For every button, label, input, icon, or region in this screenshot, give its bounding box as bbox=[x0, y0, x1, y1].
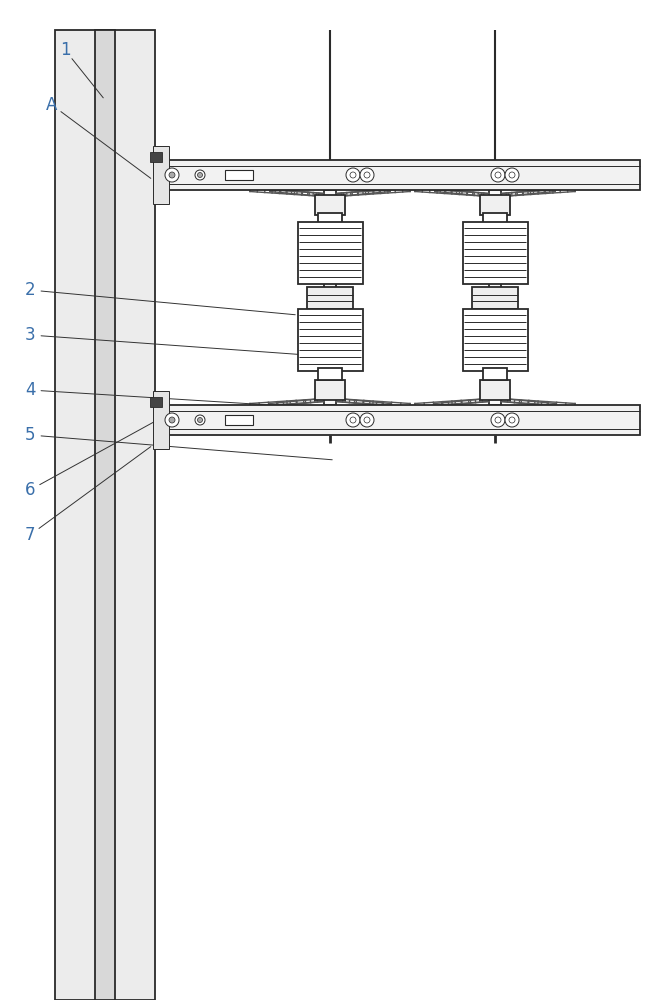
Circle shape bbox=[198, 418, 202, 422]
Bar bbox=[55, 30, 155, 1000]
Bar bbox=[324, 190, 336, 405]
Circle shape bbox=[346, 413, 360, 427]
Bar bbox=[480, 195, 510, 215]
Circle shape bbox=[198, 172, 202, 178]
Circle shape bbox=[165, 413, 179, 427]
Text: 2: 2 bbox=[25, 281, 35, 299]
Bar bbox=[463, 222, 528, 284]
Circle shape bbox=[495, 417, 501, 423]
Circle shape bbox=[505, 168, 519, 182]
Bar bbox=[472, 286, 518, 308]
Bar bbox=[95, 30, 115, 1000]
Circle shape bbox=[346, 168, 360, 182]
Text: 7: 7 bbox=[25, 526, 35, 544]
Bar bbox=[150, 397, 162, 407]
Text: 4: 4 bbox=[25, 381, 35, 399]
Circle shape bbox=[195, 415, 205, 425]
Circle shape bbox=[491, 168, 505, 182]
Bar bbox=[489, 190, 501, 405]
Bar bbox=[153, 146, 169, 204]
Bar bbox=[318, 368, 342, 380]
Bar bbox=[225, 170, 253, 180]
Text: 1: 1 bbox=[60, 41, 70, 59]
Circle shape bbox=[169, 417, 175, 423]
Circle shape bbox=[165, 168, 179, 182]
Bar bbox=[307, 286, 353, 308]
Text: 3: 3 bbox=[25, 326, 35, 344]
Bar bbox=[483, 213, 507, 225]
Bar bbox=[298, 308, 363, 370]
Bar bbox=[315, 195, 345, 215]
Bar bbox=[298, 222, 363, 284]
Bar bbox=[315, 380, 345, 400]
Circle shape bbox=[505, 413, 519, 427]
Circle shape bbox=[350, 172, 356, 178]
Bar bbox=[150, 152, 162, 162]
Bar bbox=[463, 308, 528, 370]
Bar bbox=[153, 391, 169, 449]
Text: 6: 6 bbox=[25, 481, 35, 499]
Circle shape bbox=[360, 168, 374, 182]
Bar bbox=[483, 368, 507, 380]
Circle shape bbox=[495, 172, 501, 178]
Circle shape bbox=[364, 172, 370, 178]
Bar bbox=[225, 415, 253, 425]
Bar bbox=[318, 213, 342, 225]
Circle shape bbox=[195, 170, 205, 180]
Circle shape bbox=[491, 413, 505, 427]
Bar bbox=[155, 405, 640, 435]
Text: A: A bbox=[47, 96, 58, 114]
Circle shape bbox=[360, 413, 374, 427]
Circle shape bbox=[169, 172, 175, 178]
Bar bbox=[480, 380, 510, 400]
Circle shape bbox=[509, 417, 515, 423]
Circle shape bbox=[350, 417, 356, 423]
Text: 5: 5 bbox=[25, 426, 35, 444]
Circle shape bbox=[509, 172, 515, 178]
Bar bbox=[155, 160, 640, 190]
Circle shape bbox=[364, 417, 370, 423]
